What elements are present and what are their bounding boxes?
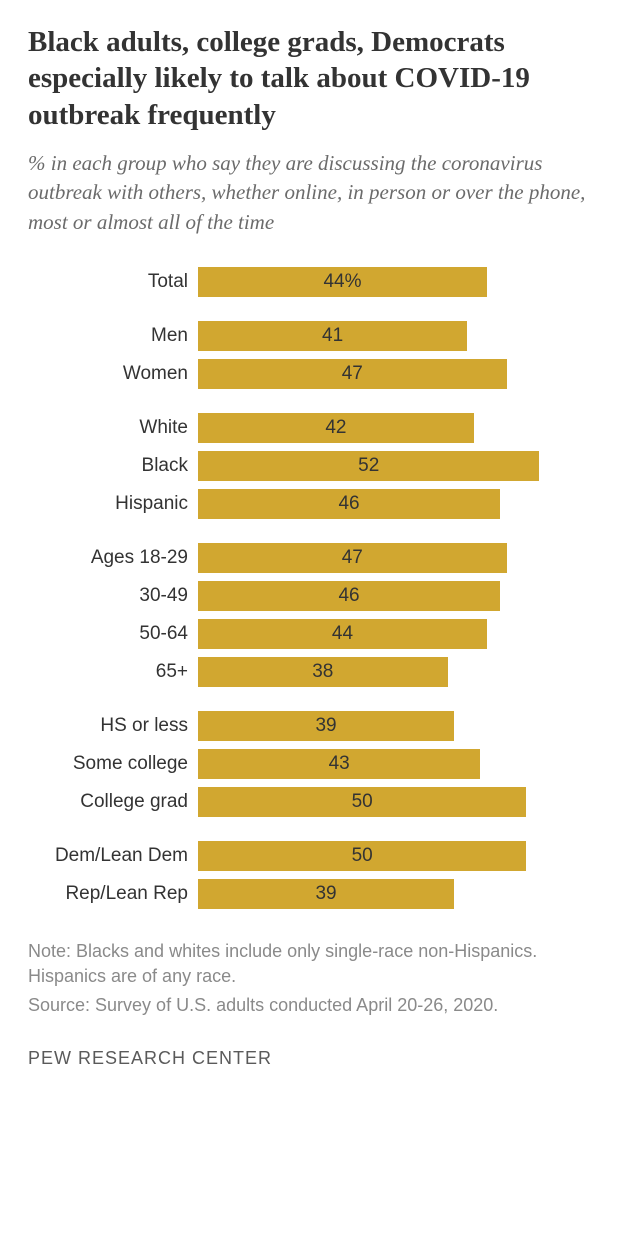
bar-value: 50: [352, 791, 373, 813]
chart-row: Dem/Lean Dem 50: [48, 839, 592, 873]
bar: 39: [198, 711, 454, 741]
bar-label: Hispanic: [48, 493, 198, 515]
bar-label: 50-64: [48, 623, 198, 645]
bar: 47: [198, 543, 507, 573]
chart-subtitle: % in each group who say they are discuss…: [28, 149, 592, 237]
chart-row: 30-49 46: [48, 579, 592, 613]
bar: 44: [198, 619, 487, 649]
bar: 50: [198, 841, 526, 871]
bar-value: 44%: [323, 271, 361, 293]
bar-track: 43: [198, 749, 592, 779]
chart-source: Source: Survey of U.S. adults conducted …: [28, 993, 592, 1018]
bar: 44%: [198, 267, 487, 297]
chart-group: Dem/Lean Dem 50 Rep/Lean Rep 39: [48, 839, 592, 911]
chart-row: 65+ 38: [48, 655, 592, 689]
bar-label: 30-49: [48, 585, 198, 607]
bar-value: 44: [332, 623, 353, 645]
bar-track: 38: [198, 657, 592, 687]
bar: 46: [198, 581, 500, 611]
bar-label: Some college: [48, 753, 198, 775]
bar-value: 38: [312, 661, 333, 683]
bar-label: White: [48, 417, 198, 439]
bar-value: 47: [342, 363, 363, 385]
bar: 41: [198, 321, 467, 351]
bar-track: 42: [198, 413, 592, 443]
bar-value: 39: [315, 883, 336, 905]
chart-group: Total 44%: [48, 265, 592, 299]
chart-row: Total 44%: [48, 265, 592, 299]
footer-attribution: PEW RESEARCH CENTER: [28, 1048, 592, 1069]
bar-label: 65+: [48, 661, 198, 683]
chart-row: Men 41: [48, 319, 592, 353]
chart-row: Hispanic 46: [48, 487, 592, 521]
bar-value: 52: [358, 455, 379, 477]
chart-row: Black 52: [48, 449, 592, 483]
chart-title: Black adults, college grads, Democrats e…: [28, 24, 592, 133]
chart-row: Some college 43: [48, 747, 592, 781]
bar-value: 47: [342, 547, 363, 569]
bar-track: 52: [198, 451, 592, 481]
chart-row: College grad 50: [48, 785, 592, 819]
chart-group: Ages 18-29 47 30-49 46 50-64 44 65+ 38: [48, 541, 592, 689]
bar-track: 44%: [198, 267, 592, 297]
bar-label: College grad: [48, 791, 198, 813]
bar-chart: Total 44% Men 41 Women 47 White 42 Black 52 Hispan…: [48, 265, 592, 911]
bar-track: 46: [198, 581, 592, 611]
bar-track: 39: [198, 711, 592, 741]
bar-track: 39: [198, 879, 592, 909]
bar-label: Women: [48, 363, 198, 385]
bar-track: 47: [198, 359, 592, 389]
bar-label: Rep/Lean Rep: [48, 883, 198, 905]
bar-label: Black: [48, 455, 198, 477]
chart-row: HS or less 39: [48, 709, 592, 743]
bar-label: Men: [48, 325, 198, 347]
bar-value: 50: [352, 845, 373, 867]
bar-label: Ages 18-29: [48, 547, 198, 569]
bar-label: HS or less: [48, 715, 198, 737]
bar-track: 50: [198, 787, 592, 817]
bar: 39: [198, 879, 454, 909]
bar: 47: [198, 359, 507, 389]
bar-track: 41: [198, 321, 592, 351]
bar-track: 44: [198, 619, 592, 649]
bar-value: 42: [325, 417, 346, 439]
bar-value: 46: [338, 585, 359, 607]
bar: 43: [198, 749, 480, 779]
bar-value: 46: [338, 493, 359, 515]
bar-track: 50: [198, 841, 592, 871]
bar-track: 46: [198, 489, 592, 519]
bar-label: Total: [48, 271, 198, 293]
chart-row: 50-64 44: [48, 617, 592, 651]
bar-track: 47: [198, 543, 592, 573]
chart-row: Rep/Lean Rep 39: [48, 877, 592, 911]
chart-group: HS or less 39 Some college 43 College grad 50: [48, 709, 592, 819]
bar: 38: [198, 657, 448, 687]
bar-value: 43: [329, 753, 350, 775]
bar: 42: [198, 413, 474, 443]
chart-row: Women 47: [48, 357, 592, 391]
bar: 50: [198, 787, 526, 817]
bar-value: 39: [315, 715, 336, 737]
chart-row: Ages 18-29 47: [48, 541, 592, 575]
bar: 52: [198, 451, 539, 481]
bar-label: Dem/Lean Dem: [48, 845, 198, 867]
chart-row: White 42: [48, 411, 592, 445]
chart-group: Men 41 Women 47: [48, 319, 592, 391]
bar-value: 41: [322, 325, 343, 347]
bar: 46: [198, 489, 500, 519]
chart-note: Note: Blacks and whites include only sin…: [28, 939, 592, 989]
chart-group: White 42 Black 52 Hispanic 46: [48, 411, 592, 521]
